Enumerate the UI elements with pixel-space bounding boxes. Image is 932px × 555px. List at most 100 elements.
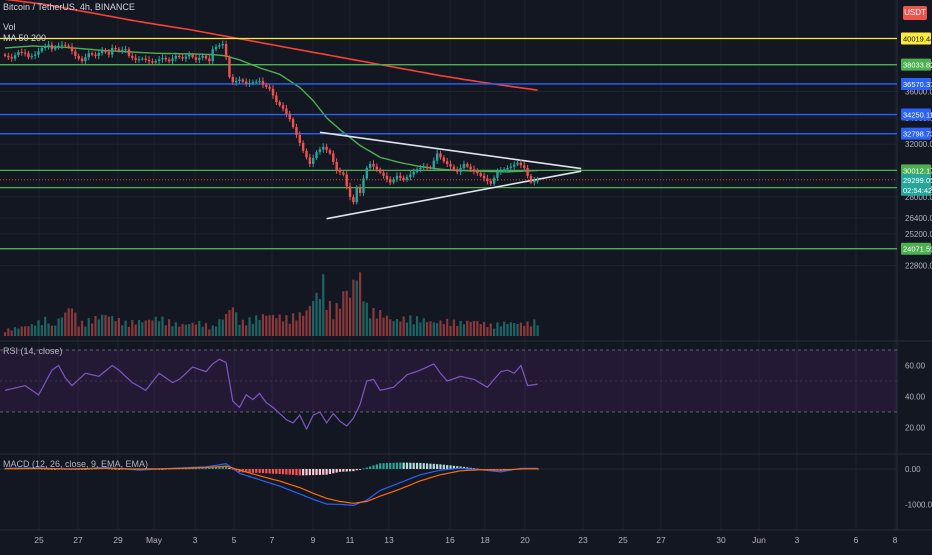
volume-bar — [194, 324, 198, 336]
candle-body — [499, 170, 502, 172]
level-tag-2 — [901, 77, 931, 90]
volume-bar — [519, 322, 522, 336]
macd-histogram-bar — [422, 463, 425, 469]
candle-body — [214, 46, 218, 50]
time-axis: 25 27 29 May 3 5 7 9 11 13 16 18 20 23 25 27 30 Jun 3 6 8 — [34, 535, 897, 545]
candle-body — [516, 162, 519, 165]
time-axis-label: Jun — [752, 535, 766, 545]
candle-body — [114, 47, 117, 50]
time-axis-label: 29 — [113, 535, 123, 545]
candle-body — [298, 134, 301, 143]
volume-bar — [318, 299, 321, 336]
candle-body — [104, 49, 107, 53]
candle-body — [107, 52, 111, 55]
macd-histogram-bar — [50, 468, 53, 470]
candle-body — [228, 57, 231, 77]
candle-body — [251, 82, 255, 84]
candle-body — [392, 179, 395, 183]
candle-body — [204, 55, 208, 59]
candle-body — [54, 46, 57, 50]
volume-bar — [338, 308, 342, 336]
macd-histogram-bar — [114, 468, 117, 470]
volume-bar — [235, 312, 238, 336]
volume-bar — [201, 326, 204, 336]
volume-bar — [164, 325, 167, 336]
volume-bar — [67, 308, 70, 336]
candle-body — [509, 166, 513, 168]
volume-bar — [302, 315, 305, 336]
macd-histogram-bar — [194, 468, 198, 470]
macd-histogram-bar — [392, 462, 395, 469]
volume-bar — [231, 307, 234, 336]
level-tag-1 — [901, 58, 931, 71]
volume-bar — [134, 324, 137, 336]
volume-bar — [137, 319, 141, 336]
candle-body — [482, 175, 486, 179]
candle-body — [389, 179, 392, 183]
candle-body — [432, 160, 435, 168]
macd-histogram-bar — [332, 469, 335, 474]
time-axis-label: 23 — [578, 535, 588, 545]
volume-bar — [348, 297, 352, 336]
price-axis-label: 26400.00 — [905, 214, 932, 223]
candle-body — [261, 80, 265, 85]
candle-body — [278, 102, 281, 106]
volume-bar — [147, 319, 151, 336]
volume-bar — [94, 315, 97, 336]
candle-body — [519, 162, 523, 166]
volume-bar — [369, 318, 372, 336]
volume-bar — [462, 324, 466, 336]
volume-bar — [419, 322, 422, 336]
candle-body — [127, 49, 131, 56]
volume-bar — [261, 314, 265, 336]
macd-histogram-bar — [225, 466, 228, 469]
volume-bar — [74, 312, 77, 336]
level-tag-3 — [901, 108, 931, 121]
candle-body — [3, 54, 7, 56]
candle-body — [422, 166, 425, 168]
candle-body — [137, 59, 141, 61]
candle-body — [30, 55, 33, 58]
volume-label: Vol — [3, 22, 16, 32]
volume-bar — [40, 325, 43, 336]
macd-histogram-bar — [369, 466, 372, 469]
candle-body — [536, 180, 539, 182]
candle-body — [308, 157, 312, 164]
candle-body — [492, 177, 496, 184]
volume-bar — [493, 328, 496, 336]
time-axis-label: 20 — [520, 535, 530, 545]
candle-body — [265, 84, 268, 87]
time-axis-label: 3 — [193, 535, 198, 545]
candle-body — [452, 166, 456, 170]
countdown-label: 02:54:42 — [903, 186, 932, 195]
macd-histogram-bar — [399, 462, 402, 469]
candle-body — [245, 81, 248, 84]
ma200-line — [4, 0, 538, 91]
candle-body — [211, 49, 214, 62]
volume-bar — [214, 326, 218, 336]
volume-bar — [111, 316, 114, 336]
volume-bar — [422, 318, 425, 336]
volume-bar — [208, 329, 211, 336]
macd-histogram-bar — [446, 465, 449, 469]
macd-histogram-bar — [345, 469, 348, 472]
candle-body — [275, 95, 278, 103]
volume-bar — [251, 323, 254, 336]
volume-bar — [127, 326, 131, 336]
volume-bar — [466, 320, 469, 336]
candle-body — [221, 44, 224, 46]
candle-body — [23, 52, 27, 54]
candle-body — [134, 57, 137, 60]
macd-histogram-bar — [305, 469, 308, 476]
volume-bar — [439, 320, 442, 336]
currency-badge[interactable]: USDT — [903, 6, 927, 20]
volume-bar — [446, 318, 449, 336]
volume-bar — [60, 317, 64, 336]
volume-bar — [44, 316, 47, 336]
macd-label: MACD (12, 26, close, 9, EMA, EMA) — [3, 459, 149, 469]
macd-histogram-bar — [452, 465, 455, 469]
volume-bar — [271, 314, 275, 336]
time-axis-label: 7 — [270, 535, 275, 545]
